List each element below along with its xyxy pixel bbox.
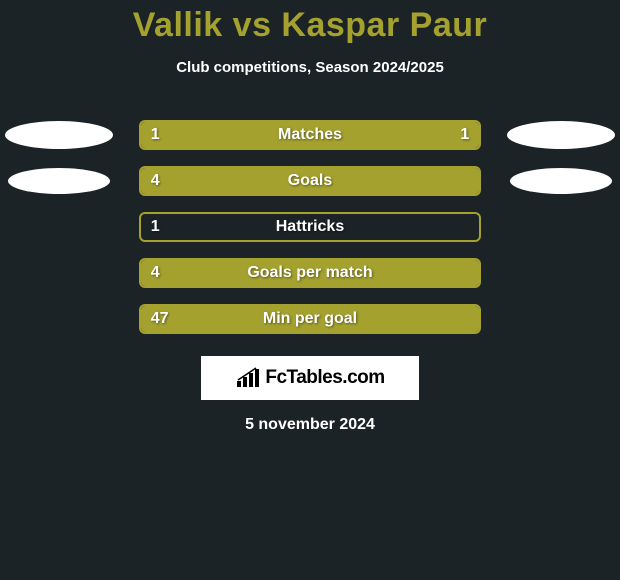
right-side — [501, 121, 620, 149]
stat-row: 4Goals per match — [0, 258, 620, 288]
left-side — [0, 168, 119, 194]
stat-row: 47Min per goal — [0, 304, 620, 334]
stat-row: 11Matches — [0, 120, 620, 150]
right-avatar-placeholder — [510, 168, 612, 194]
stat-bar: 4Goals — [139, 166, 481, 196]
stat-bar: 47Min per goal — [139, 304, 481, 334]
left-value: 1 — [151, 214, 160, 240]
stat-bar: 1Hattricks — [139, 212, 481, 242]
subtitle: Club competitions, Season 2024/2025 — [0, 59, 620, 76]
bars-icon — [235, 367, 261, 389]
bar-fill-left — [141, 168, 479, 194]
bar-fill-left — [141, 260, 479, 286]
date-text: 5 november 2024 — [0, 416, 620, 434]
page-title: Vallik vs Kaspar Paur — [0, 6, 620, 45]
stat-bar: 4Goals per match — [139, 258, 481, 288]
left-avatar-placeholder — [5, 121, 113, 149]
stat-bar: 11Matches — [139, 120, 481, 150]
bar-fill-left — [141, 122, 310, 148]
left-avatar-placeholder — [8, 168, 110, 194]
stat-row: 4Goals — [0, 166, 620, 196]
stat-row: 1Hattricks — [0, 212, 620, 242]
stat-label: Hattricks — [141, 214, 479, 240]
logo-text: FcTables.com — [265, 367, 384, 389]
right-avatar-placeholder — [507, 121, 615, 149]
logo-box[interactable]: FcTables.com — [201, 356, 419, 400]
comparison-card: Vallik vs Kaspar Paur Club competitions,… — [0, 0, 620, 434]
right-side — [501, 168, 620, 194]
left-side — [0, 121, 119, 149]
bar-fill-right — [310, 122, 479, 148]
bar-fill-left — [141, 306, 479, 332]
stat-rows: 11Matches 4Goals 1Hattricks 4Goals per matc… — [0, 120, 620, 334]
